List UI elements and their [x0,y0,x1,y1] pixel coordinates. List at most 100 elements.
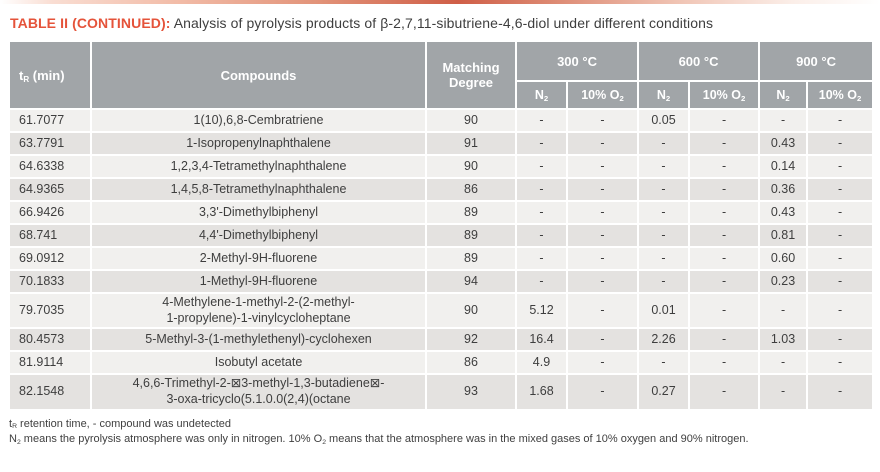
value-cell-600-o2: - [688,131,761,156]
matching-degree-cell: 86 [425,177,517,202]
value-cell-600-o2: - [688,373,761,411]
value-cell-600-o2: - [688,177,761,202]
compound-cell: Isobutyl acetate [90,350,427,376]
retention-time-cell: 64.6338 [8,154,92,179]
value-cell-600-n2: - [637,154,691,179]
value-cell-600-n2: 0.27 [637,373,691,411]
value-cell-900-o2: - [806,177,875,202]
value-cell-300-n2: - [515,177,568,202]
value-cell-300-o2: - [565,177,640,202]
value-cell-300-n2: - [515,269,568,294]
value-cell-300-o2: - [565,373,640,411]
table-row: 70.1833 1-Methyl-9H-fluorene 94 - - - - … [8,269,875,294]
column-group-300c: 300 °C [514,40,640,82]
value-cell-300-n2: - [515,154,568,179]
compound-cell: 1,4,5,8-Tetramethylnaphthalene [90,177,427,202]
matching-degree-cell: 89 [425,223,517,248]
retention-time-cell: 69.0912 [8,246,92,271]
value-cell-900-o2: - [806,223,875,248]
table-row: 61.7077 1(10),6,8-Cembratriene 90 - - 0.… [8,108,875,133]
column-header-300c-n2: N2 [515,80,568,110]
compound-cell: 1-Isopropenylnaphthalene [90,131,427,156]
value-cell-600-n2: - [637,350,691,376]
value-cell-900-o2: - [806,291,875,330]
table-row: 64.9365 1,4,5,8-Tetramethylnaphthalene 8… [8,177,875,202]
column-header-retention-time: tR (min) [8,40,92,110]
value-cell-900-o2: - [806,154,875,179]
matching-degree-cell: 89 [425,200,517,225]
footnote-retention-time: tR retention time, - compound was undete… [9,417,231,431]
compound-cell: 1(10),6,8-Cembratriene [90,108,427,133]
matching-degree-cell: 89 [425,246,517,271]
value-cell-600-o2: - [688,327,761,353]
compound-cell: 2-Methyl-9H-fluorene [90,246,427,271]
table-row: 79.7035 4-Methylene-1-methyl-2-(2-methyl… [8,291,875,330]
retention-time-cell: 63.7791 [8,131,92,156]
value-cell-300-n2: - [515,223,568,248]
column-header-900c-n2: N2 [758,80,809,110]
retention-time-cell: 81.9114 [8,350,92,376]
value-cell-300-n2: - [515,200,568,225]
value-cell-300-o2: - [565,223,640,248]
value-cell-600-o2: - [688,108,761,133]
compound-cell: 5-Methyl-3-(1-methylethenyl)-cyclohexen [90,327,427,353]
value-cell-300-o2: - [565,108,640,133]
value-cell-300-o2: - [565,327,640,353]
matching-degree-cell: 90 [425,108,517,133]
value-cell-900-n2: 0.36 [758,177,809,202]
value-cell-600-o2: - [688,350,761,376]
column-group-600c: 600 °C [637,40,761,82]
value-cell-900-n2: 0.23 [758,269,809,294]
value-cell-900-n2: 0.81 [758,223,809,248]
value-cell-900-n2: - [758,350,809,376]
value-cell-900-o2: - [806,131,875,156]
footnote-atmosphere: N2 means the pyrolysis atmosphere was on… [9,432,749,446]
retention-time-cell: 66.9426 [8,200,92,225]
value-cell-300-o2: - [565,200,640,225]
matching-degree-cell: 91 [425,131,517,156]
value-cell-300-n2: 4.9 [515,350,568,376]
value-cell-900-n2: 0.60 [758,246,809,271]
value-cell-900-o2: - [806,350,875,376]
value-cell-600-n2: 0.05 [637,108,691,133]
value-cell-300-n2: - [515,108,568,133]
value-cell-600-o2: - [688,154,761,179]
value-cell-600-n2: - [637,177,691,202]
value-cell-300-o2: - [565,131,640,156]
table-title: TABLE II (CONTINUED): Analysis of pyroly… [10,15,880,31]
value-cell-300-o2: - [565,246,640,271]
value-cell-600-o2: - [688,269,761,294]
value-cell-300-n2: - [515,246,568,271]
column-header-900c-o2: 10% O2 [806,80,875,110]
compound-cell: 1-Methyl-9H-fluorene [90,269,427,294]
table-row: 63.7791 1-Isopropenylnaphthalene 91 - - … [8,131,875,156]
table-row: 82.1548 4,6,6-Trimethyl-2-⊠3-methyl-1,3-… [8,373,875,411]
value-cell-600-n2: 0.01 [637,291,691,330]
value-cell-900-n2: - [758,373,809,411]
value-cell-300-n2: - [515,131,568,156]
table-row: 68.741 4,4'-Dimethylbiphenyl 89 - - - - … [8,223,875,248]
value-cell-600-n2: - [637,131,691,156]
compound-cell: 4,4'-Dimethylbiphenyl [90,223,427,248]
column-header-600c-o2: 10% O2 [688,80,761,110]
value-cell-300-o2: - [565,291,640,330]
value-cell-600-o2: - [688,200,761,225]
retention-time-cell: 68.741 [8,223,92,248]
retention-time-cell: 70.1833 [8,269,92,294]
value-cell-900-o2: - [806,246,875,271]
value-cell-600-o2: - [688,223,761,248]
value-cell-900-n2: 0.43 [758,200,809,225]
retention-time-cell: 80.4573 [8,327,92,353]
column-header-600c-n2: N2 [637,80,691,110]
matching-degree-cell: 94 [425,269,517,294]
value-cell-600-o2: - [688,246,761,271]
value-cell-900-o2: - [806,108,875,133]
page-top-accent-bar [0,0,880,4]
value-cell-300-n2: 5.12 [515,291,568,330]
value-cell-300-n2: 16.4 [515,327,568,353]
table-row: 80.4573 5-Methyl-3-(1-methylethenyl)-cyc… [8,327,875,353]
table-header: tR (min) Compounds Matching Degree 300 °… [8,40,875,110]
value-cell-600-n2: - [637,269,691,294]
value-cell-300-o2: - [565,350,640,376]
compound-cell: 1,2,3,4-Tetramethylnaphthalene [90,154,427,179]
